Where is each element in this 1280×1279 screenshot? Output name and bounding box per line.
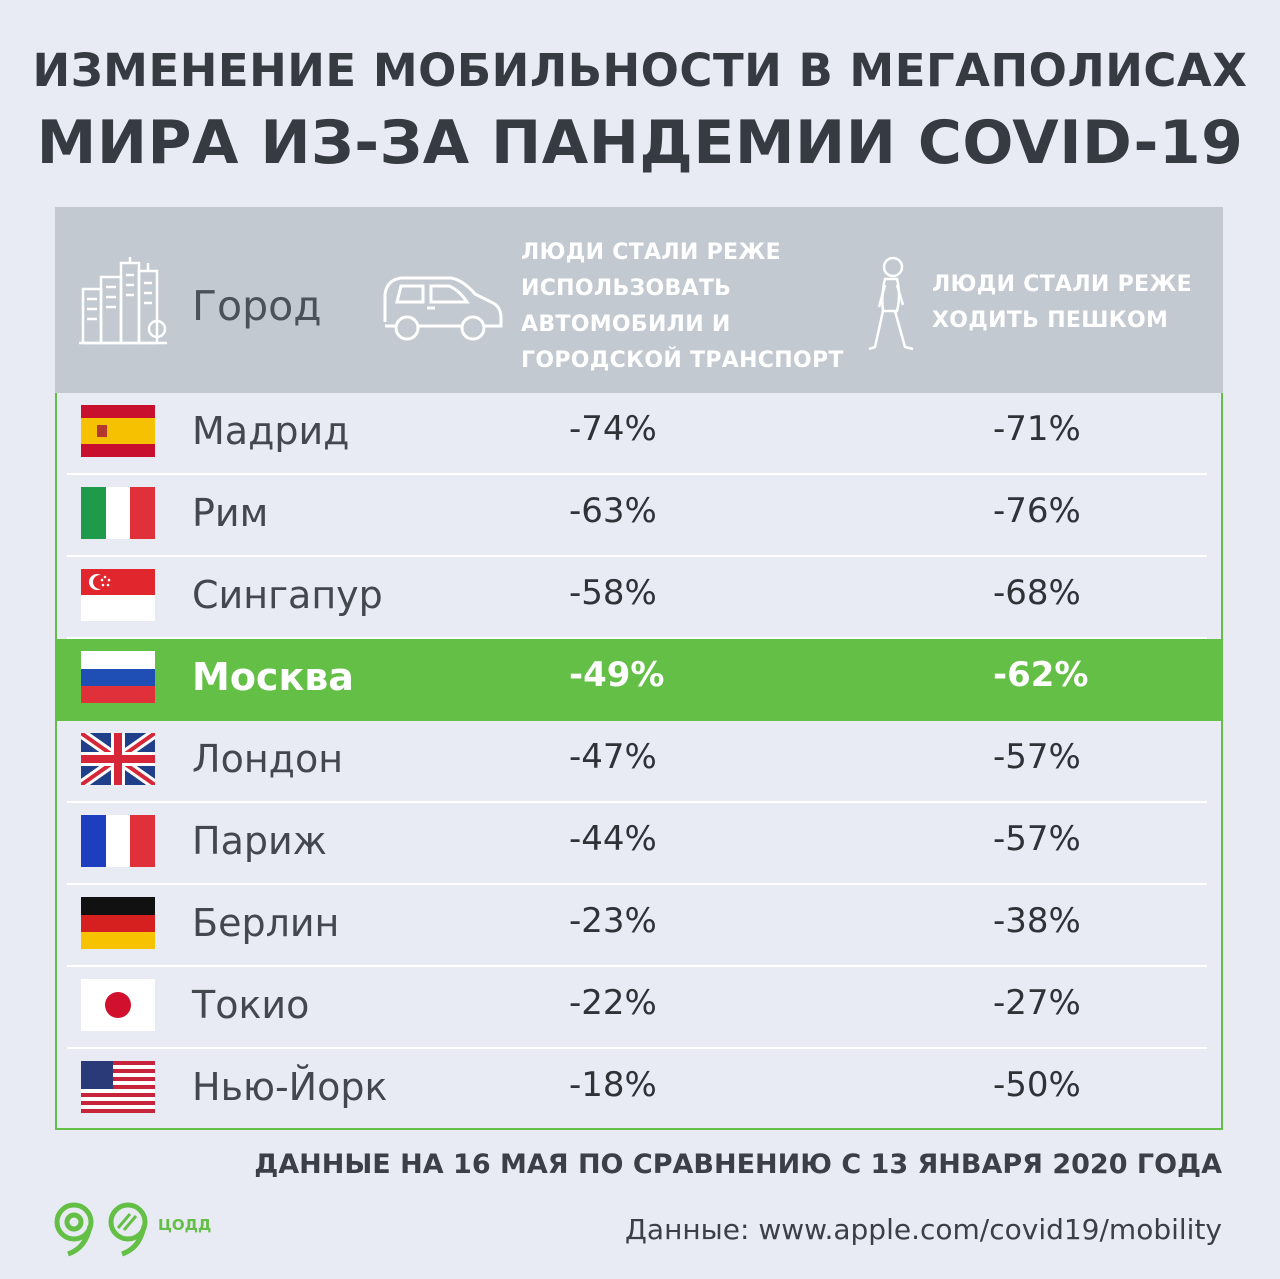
- car-icon: [383, 276, 503, 341]
- walking-value: -76%: [993, 491, 1081, 531]
- walking-person-icon: [868, 256, 914, 351]
- transport-value: -74%: [569, 409, 657, 449]
- germany-flag-icon: [81, 897, 155, 949]
- table-row: Париж -44% -57%: [57, 803, 1221, 885]
- walking-value: -57%: [993, 737, 1081, 777]
- chart-title-line-1: ИЗМЕНЕНИЕ МОБИЛЬНОСТИ В МЕГАПОЛИСАХ: [32, 44, 1248, 97]
- city-name: Мадрид: [192, 409, 350, 453]
- france-flag-icon: [81, 815, 155, 867]
- transport-value: -58%: [569, 573, 657, 613]
- data-date-note: ДАННЫЕ НА 16 МАЯ ПО СРАВНЕНИЮ С 13 ЯНВАР…: [254, 1149, 1222, 1180]
- city-name: Токио: [192, 983, 310, 1027]
- walking-value: -27%: [993, 983, 1081, 1023]
- header-transport-label: ЛЮДИ СТАЛИ РЕЖЕ ИСПОЛЬЗОВАТЬ АВТОМОБИЛИ …: [521, 235, 844, 379]
- transport-value: -49%: [569, 655, 665, 695]
- header-walking-label: ЛЮДИ СТАЛИ РЕЖЕ ХОДИТЬ ПЕШКОМ: [932, 267, 1192, 339]
- row-divider: [67, 637, 1207, 639]
- city-name: Лондон: [192, 737, 344, 781]
- spain-flag-icon: [81, 405, 155, 457]
- city-name: Берлин: [192, 901, 340, 945]
- mobility-table: Город ЛЮДИ СТАЛИ РЕЖЕ ИСПОЛЬЗОВАТЬ АВТОМ…: [55, 207, 1223, 1130]
- table-row-highlighted: Москва -49% -62%: [57, 639, 1221, 721]
- japan-flag-icon: [81, 979, 155, 1031]
- usa-flag-icon: [81, 1061, 155, 1113]
- city-name: Париж: [192, 819, 327, 863]
- table-row: Рим -63% -76%: [57, 475, 1221, 557]
- chart-title-line-2: МИРА ИЗ-ЗА ПАНДЕМИИ COVID-19: [36, 108, 1244, 178]
- header-transport-line: ИСПОЛЬЗОВАТЬ: [521, 276, 732, 301]
- city-name: Рим: [192, 491, 269, 535]
- walking-value: -50%: [993, 1065, 1081, 1105]
- table-row: Сингапур -58% -68%: [57, 557, 1221, 639]
- city-name: Сингапур: [192, 573, 383, 617]
- table-row: Берлин -23% -38%: [57, 885, 1221, 967]
- uk-flag-icon: [81, 733, 155, 785]
- data-source: Данные: www.apple.com/covid19/mobility: [625, 1213, 1222, 1246]
- header-transport-line: АВТОМОБИЛИ И: [521, 312, 731, 337]
- transport-value: -63%: [569, 491, 657, 531]
- header-transport-line: ЛЮДИ СТАЛИ РЕЖЕ: [521, 240, 781, 265]
- header-walking-line: ЛЮДИ СТАЛИ РЕЖЕ: [932, 272, 1192, 297]
- row-divider: [67, 883, 1207, 885]
- row-divider: [67, 473, 1207, 475]
- singapore-flag-icon: [81, 569, 155, 621]
- header-transport-line: ГОРОДСКОЙ ТРАНСПОРТ: [521, 348, 844, 373]
- walking-value: -57%: [993, 819, 1081, 859]
- walking-value: -62%: [993, 655, 1089, 695]
- table-row: Мадрид -74% -71%: [57, 393, 1221, 475]
- table-body: Мадрид -74% -71% Рим -63% -76% Сингапур …: [55, 393, 1223, 1130]
- city-name: Нью-Йорк: [192, 1065, 388, 1109]
- codd-logo-icon: [54, 1202, 148, 1257]
- table-row: Токио -22% -27%: [57, 967, 1221, 1049]
- table-row: Нью-Йорк -18% -50%: [57, 1049, 1221, 1131]
- table-row: Лондон -47% -57%: [57, 721, 1221, 803]
- walking-value: -68%: [993, 573, 1081, 613]
- row-divider: [67, 801, 1207, 803]
- transport-value: -23%: [569, 901, 657, 941]
- header-walking-line: ХОДИТЬ ПЕШКОМ: [932, 308, 1169, 333]
- transport-value: -47%: [569, 737, 657, 777]
- walking-value: -71%: [993, 409, 1081, 449]
- table-header: Город ЛЮДИ СТАЛИ РЕЖЕ ИСПОЛЬЗОВАТЬ АВТОМ…: [55, 207, 1223, 393]
- header-city-label: Город: [192, 282, 322, 330]
- city-name: Москва: [192, 655, 354, 699]
- transport-value: -44%: [569, 819, 657, 859]
- italy-flag-icon: [81, 487, 155, 539]
- row-divider: [67, 1047, 1207, 1049]
- walking-value: -38%: [993, 901, 1081, 941]
- city-buildings-icon: [79, 257, 167, 345]
- codd-logo-text: ЦОДД: [158, 1216, 212, 1234]
- row-divider: [67, 555, 1207, 557]
- transport-value: -22%: [569, 983, 657, 1023]
- transport-value: -18%: [569, 1065, 657, 1105]
- row-divider: [67, 965, 1207, 967]
- russia-flag-icon: [81, 651, 155, 703]
